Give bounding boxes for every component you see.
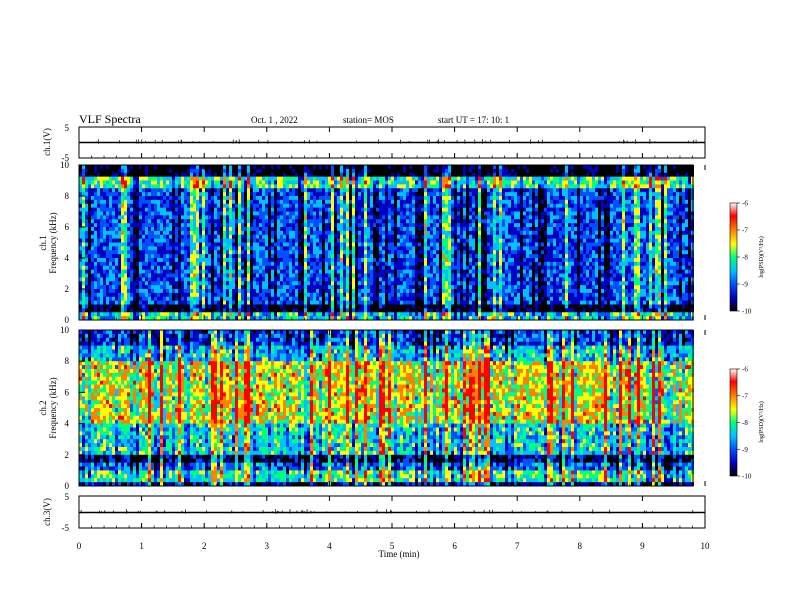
- x-axis-label: Time (min): [379, 549, 420, 559]
- ch1-spectrogram-ytick-4: 4: [65, 253, 70, 263]
- station-label: station= MOS: [343, 115, 394, 125]
- x-tick-5: 5: [390, 541, 395, 551]
- ch1-colorbar-tick--10: -10: [742, 308, 752, 316]
- ch2-colorbar: [729, 368, 738, 477]
- x-tick-6: 6: [452, 541, 457, 551]
- x-tick-3: 3: [265, 541, 270, 551]
- ch3-ytick-bottom: -5: [62, 523, 70, 533]
- ch1-spectrogram-ytick-10: 10: [60, 160, 70, 170]
- ch2-spectrogram-ytick-10: 10: [60, 325, 70, 335]
- ch2-spectrogram-ytick-0: 0: [65, 481, 70, 491]
- ch1-colorbar: [729, 202, 738, 312]
- ch2-colorbar-tick--7: -7: [742, 392, 748, 400]
- ch1-spectrogram-ytick-0: 0: [65, 315, 70, 325]
- x-tick-7: 7: [515, 541, 520, 551]
- ch1-spectrogram-image: [79, 165, 694, 321]
- x-tick-0: 0: [77, 541, 82, 551]
- ch2-colorbar-label: log(PSD)(V²/Hz): [758, 401, 765, 442]
- x-tick-10: 10: [701, 541, 711, 551]
- ch2-colorbar-tick--6: -6: [742, 366, 748, 374]
- ch2-colorbar-tick--9: -9: [742, 446, 748, 454]
- x-tick-4: 4: [327, 541, 332, 551]
- ch3-waveform-panel: 5 -5 ch.3(V): [42, 492, 706, 533]
- ch2-spectrogram-ytick-2: 2: [65, 450, 70, 460]
- ch2-colorbar-tick--8: -8: [742, 419, 748, 427]
- ch1-spectrogram-ytick-6: 6: [65, 222, 70, 232]
- ch2-spectrogram-ylabel-line2: Frequency (kHz): [48, 377, 58, 438]
- ch1-colorbar-tick--7: -7: [742, 227, 748, 235]
- x-tick-1: 1: [139, 541, 144, 551]
- ch1-spectrogram-ytick-2: 2: [65, 284, 70, 294]
- ch1-ytick-top: 5: [65, 123, 70, 133]
- x-tick-2: 2: [202, 541, 207, 551]
- ch2-spectrogram-ytick-6: 6: [65, 387, 70, 397]
- ch2-spectrogram-ytick-4: 4: [65, 419, 70, 429]
- ch1-waveform-ylabel: ch.1(V): [42, 128, 52, 156]
- ch2-colorbar-tick--10: -10: [742, 473, 752, 481]
- date-label: Oct. 1 , 2022: [251, 115, 298, 125]
- ch1-colorbar-label: log(PSD)(V²/Hz): [758, 236, 765, 277]
- ch2-spectrogram-image: [79, 330, 694, 487]
- ch3-waveform-ylabel: ch.3(V): [42, 498, 52, 526]
- ch1-waveform-panel: 5 -5 ch.1(V): [42, 123, 706, 163]
- ch2-spectrogram-ytick-8: 8: [65, 356, 70, 366]
- ch2-spectrogram-ylabel-line1: ch.2: [38, 400, 48, 415]
- ch1-ytick-bottom: -5: [62, 153, 70, 163]
- ch1-spectrogram-ytick-8: 8: [65, 191, 70, 201]
- ch1-colorbar-tick--9: -9: [742, 281, 748, 289]
- ch1-colorbar-tick--6: -6: [742, 200, 748, 208]
- ch1-colorbar-tick--8: -8: [742, 254, 748, 262]
- x-axis-ticks: 0 1 2 3 4 5 6 7 8 9 10: [77, 127, 710, 551]
- ch3-ytick-top: 5: [65, 492, 70, 502]
- chart-title: VLF Spectra: [79, 112, 141, 126]
- x-tick-9: 9: [640, 541, 645, 551]
- ch2-spectrogram-panel: 0 2 4 6 8 10 ch.2 Frequency (kHz) -6 -7 -8 -9 -10…: [38, 325, 765, 491]
- ch1-spectrogram-ylabel-line1: ch.1: [38, 235, 48, 250]
- x-tick-8: 8: [578, 541, 583, 551]
- ch1-spectrogram-ylabel-line2: Frequency (kHz): [48, 212, 58, 273]
- start-time-label: start UT = 17: 10: 1: [438, 115, 509, 125]
- ch1-spectrogram-panel: 0 2 4 6 8 10 ch.1 Frequency (kHz) -6 -7 -8 -9 -10…: [38, 160, 765, 325]
